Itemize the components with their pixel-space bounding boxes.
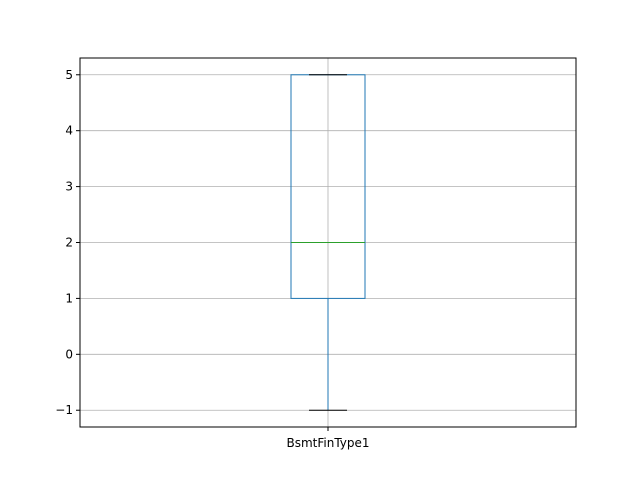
x-tick-label: BsmtFinType1 — [286, 436, 369, 450]
y-tick-label: 0 — [65, 347, 73, 361]
y-tick-label: 4 — [65, 124, 73, 138]
y-tick-label: −1 — [55, 403, 73, 417]
y-tick-label: 2 — [65, 236, 73, 250]
y-tick-label: 3 — [65, 180, 73, 194]
y-tick-label: 5 — [65, 68, 73, 82]
y-tick-label: 1 — [65, 291, 73, 305]
